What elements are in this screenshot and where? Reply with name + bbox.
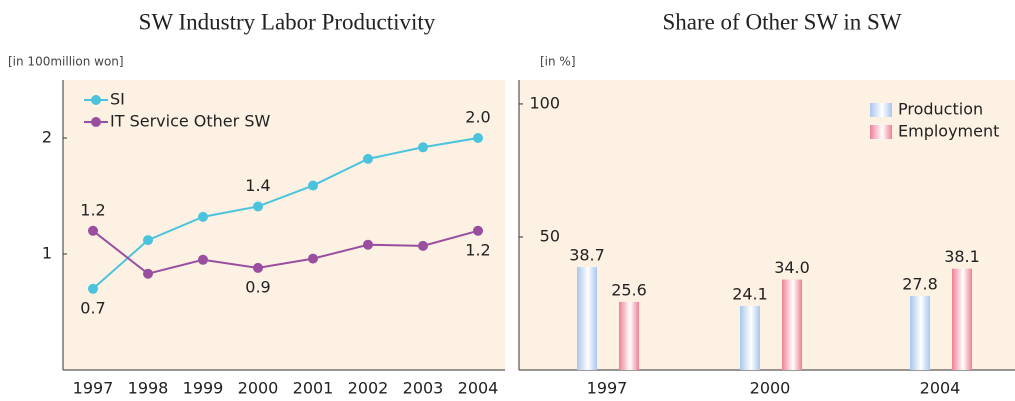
legend-label: SI bbox=[110, 90, 125, 109]
legend-swatch bbox=[870, 103, 892, 117]
data-point bbox=[418, 240, 428, 251]
data-point bbox=[418, 142, 428, 153]
series-line bbox=[92, 137, 479, 290]
bar bbox=[910, 296, 930, 370]
y-axis-label: [in %] bbox=[540, 55, 576, 69]
bar bbox=[782, 279, 802, 370]
data-point bbox=[88, 283, 98, 294]
data-point bbox=[253, 201, 263, 212]
data-label: 0.7 bbox=[80, 298, 105, 317]
data-point bbox=[143, 235, 153, 246]
bar bbox=[740, 305, 760, 370]
legend-label: Employment bbox=[898, 122, 999, 141]
plot-area bbox=[519, 80, 1015, 370]
legend-swatch bbox=[870, 125, 892, 139]
plot-area bbox=[63, 80, 505, 370]
data-label: 1.2 bbox=[465, 240, 490, 259]
data-point bbox=[198, 254, 208, 265]
bar bbox=[619, 301, 639, 370]
bar bbox=[952, 268, 972, 370]
x-tick-label: 1998 bbox=[128, 379, 169, 398]
x-tick-label: 2003 bbox=[403, 379, 444, 398]
data-point bbox=[363, 239, 373, 250]
data-point bbox=[363, 153, 373, 164]
x-tick-label: 2004 bbox=[458, 379, 499, 398]
x-tick-label: 1997 bbox=[73, 379, 114, 398]
chart-title: Share of Other SW in SW bbox=[662, 9, 901, 34]
data-point bbox=[308, 253, 318, 264]
data-label: 2.0 bbox=[465, 108, 490, 127]
chart-title: SW Industry Labor Productivity bbox=[139, 9, 436, 34]
x-tick-label: 1999 bbox=[183, 379, 224, 398]
data-label: 25.6 bbox=[611, 280, 647, 299]
y-tick-label: 100 bbox=[529, 93, 560, 112]
legend-marker bbox=[91, 95, 101, 105]
data-label: 1.2 bbox=[80, 200, 105, 219]
legend-marker bbox=[91, 117, 101, 127]
data-label: 27.8 bbox=[902, 275, 938, 294]
data-point bbox=[143, 268, 153, 279]
legend-label: Production bbox=[898, 100, 983, 119]
x-tick-label: 2004 bbox=[920, 379, 961, 398]
data-label: 38.7 bbox=[569, 246, 605, 265]
data-label: 1.4 bbox=[245, 176, 270, 195]
y-axis-label: [in 100million won] bbox=[8, 55, 124, 69]
y-tick-label: 1 bbox=[42, 244, 52, 263]
x-tick-label: 2001 bbox=[293, 379, 334, 398]
data-point bbox=[473, 225, 483, 236]
data-label: 38.1 bbox=[944, 247, 980, 266]
bar bbox=[577, 267, 597, 370]
data-point bbox=[308, 180, 318, 191]
data-label: 0.9 bbox=[245, 277, 270, 296]
data-point bbox=[473, 133, 483, 143]
data-point bbox=[88, 225, 98, 236]
data-point bbox=[198, 211, 208, 222]
series-line bbox=[92, 229, 479, 275]
x-tick-label: 2000 bbox=[238, 379, 279, 398]
data-label: 34.0 bbox=[774, 258, 810, 277]
x-tick-label: 2002 bbox=[348, 379, 389, 398]
x-tick-label: 1997 bbox=[587, 379, 628, 398]
y-tick-label: 50 bbox=[540, 226, 560, 245]
data-point bbox=[253, 262, 263, 273]
x-tick-label: 2000 bbox=[750, 379, 791, 398]
legend-label: IT Service Other SW bbox=[110, 112, 270, 131]
y-tick-label: 2 bbox=[42, 128, 52, 147]
data-label: 24.1 bbox=[732, 284, 768, 303]
